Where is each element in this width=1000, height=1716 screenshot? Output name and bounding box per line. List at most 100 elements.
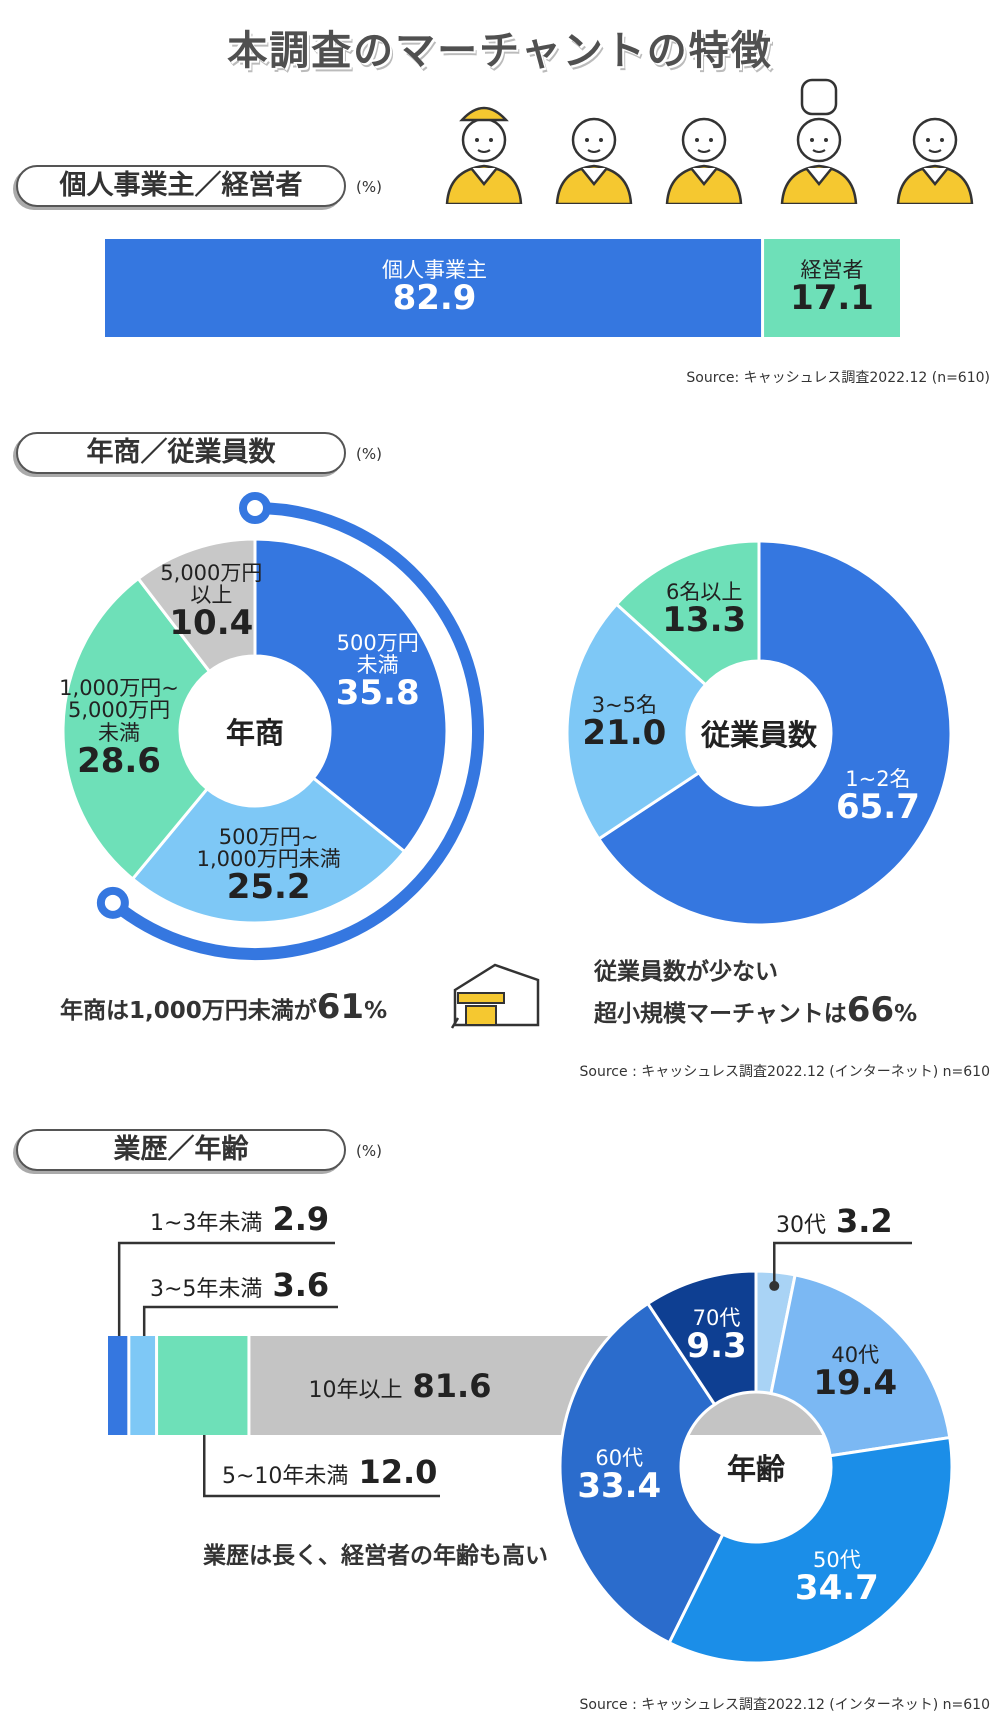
annotation: 年商は1,000万円未満が61%: [60, 985, 387, 1029]
category-label: 6名以上: [666, 579, 743, 604]
value-label: 19.4: [813, 1362, 898, 1403]
slice-label: 40代 19.4: [813, 1344, 897, 1402]
category-label: 1~2名: [845, 767, 911, 792]
category-label: 40代: [831, 1342, 880, 1367]
annotation: 業歴は長く、経営者の年齢も高い: [203, 1542, 548, 1572]
category-label: 10年以上: [308, 1378, 403, 1403]
donut-slice: [253, 537, 449, 854]
value-label: 33.4: [577, 1465, 662, 1506]
category-label: 500万円 未満: [336, 631, 419, 678]
unit-label: (%): [356, 178, 382, 196]
bar-segment: [105, 239, 762, 337]
donut-slice: [667, 1435, 954, 1665]
slice-label: 1~2名 65.7: [836, 768, 920, 826]
annotation-text: %: [364, 998, 388, 1024]
category-label: 1,000万円~ 5,000万円 未満: [59, 676, 179, 745]
category-label: 3~5年未満: [150, 1277, 263, 1302]
center-label: 年商: [225, 716, 285, 750]
value-label: 2.9: [272, 1200, 330, 1238]
category-label: 1~3年未満: [150, 1211, 263, 1236]
value-label: 17.1: [790, 278, 874, 319]
people-illustrations: [445, 78, 974, 204]
donut-slice: [558, 1301, 725, 1645]
annotation: 従業員数が少ない超小規模マーチャントは66%: [594, 958, 917, 1032]
slice-label: 500万円~ 1,000万円未満 25.2: [197, 826, 341, 906]
bar-segment: [130, 1336, 156, 1435]
category-label: 60代: [595, 1445, 644, 1470]
value-label: 10.4: [169, 603, 254, 644]
value-label: 35.8: [335, 673, 420, 714]
slice-label: 60代 33.4: [577, 1447, 661, 1505]
donut-slice: [61, 576, 212, 882]
annotation-text: 従業員数が少ない: [594, 959, 778, 985]
slice-label: 500万円 未満 35.8: [336, 632, 420, 712]
donut-slice: [565, 602, 708, 841]
source-note: Source: キャッシュレス調査2022.12 (n=610): [686, 370, 990, 386]
category-label: 3~5名: [591, 692, 658, 717]
arc-end: [239, 492, 271, 524]
segment-label: 5~10年未満 12.0: [222, 1453, 437, 1491]
donut-slice: [136, 537, 257, 674]
value-label: 82.9: [392, 278, 477, 319]
bar-segment: [764, 239, 900, 337]
annotation-text: 超小規模マーチャントは: [594, 1000, 847, 1027]
unit-label: (%): [356, 1142, 382, 1160]
category-label: 50代: [812, 1547, 861, 1572]
leader-line: [142, 1305, 338, 1336]
value-label: 25.2: [226, 867, 311, 908]
annotation-text: 年商は1,000万円未満が: [60, 998, 317, 1024]
category-label: 30代: [776, 1213, 826, 1238]
center-label: 従業員数: [700, 718, 818, 752]
donut-slice: [614, 539, 761, 687]
value-label: 3.2: [836, 1202, 893, 1240]
leader-line: [117, 1241, 335, 1336]
leader-line: [203, 1435, 440, 1498]
highlight-arc: [109, 502, 484, 960]
value-label: 3.6: [272, 1266, 330, 1304]
value-label: 81.6: [412, 1367, 492, 1405]
segment-label: 10年以上 81.6: [309, 1367, 492, 1405]
arc-end: [96, 886, 129, 919]
category-label: 70代: [692, 1305, 741, 1330]
leader-dot: [769, 1280, 780, 1291]
source-note: Source : キャッシュレス調査2022.12 (インターネット) n=61…: [579, 1064, 990, 1080]
donut-slice: [769, 1273, 952, 1458]
category-label: 500万円~ 1,000万円未満: [196, 825, 341, 872]
value-label: 9.3: [686, 1325, 747, 1366]
center-label: 年齢: [726, 1452, 786, 1486]
slice-label: 5,000万円 以上 10.4: [160, 562, 262, 642]
slice-label: 6名以上 13.3: [662, 581, 746, 639]
slice-label: 70代 9.3: [686, 1307, 746, 1365]
value-label: 21.0: [582, 713, 667, 754]
value-label: 34.7: [794, 1567, 879, 1608]
category-label: 5~10年未満: [222, 1464, 349, 1489]
donut-slice: [596, 539, 953, 927]
leader-line: [773, 1241, 912, 1286]
category-label: 経営者: [800, 258, 864, 283]
section-label: 個人事業主／経営者: [16, 165, 346, 207]
category-label: 5,000万円 以上: [160, 561, 263, 608]
unit-label: (%): [356, 445, 382, 463]
segment-label: 3~5年未満 3.6: [150, 1266, 329, 1304]
value-label: 13.3: [662, 599, 747, 640]
segment-label: 経営者 17.1: [790, 259, 874, 317]
donut-slice: [645, 1269, 758, 1407]
segment-label: 1~3年未満 2.9: [150, 1200, 329, 1238]
slice-label: 30代 3.2: [776, 1202, 893, 1240]
annotation-text: %: [894, 1000, 918, 1027]
category-label: 個人事業主: [382, 258, 488, 283]
annotation-text: 61: [316, 987, 365, 1027]
segment-label: 個人事業主 82.9: [382, 259, 487, 317]
value-label: 28.6: [77, 740, 161, 781]
section-label: 業歴／年齢: [16, 1129, 346, 1171]
annotation-text: 66: [846, 989, 895, 1030]
slice-label: 3~5名 21.0: [582, 694, 666, 752]
value-label: 12.0: [358, 1453, 438, 1491]
value-label: 65.7: [835, 787, 920, 828]
section-label: 年商／従業員数: [16, 432, 346, 474]
page-title: 本調査のマーチャントの特徴: [227, 28, 773, 74]
source-note: Source : キャッシュレス調査2022.12 (インターネット) n=61…: [579, 1697, 990, 1713]
annotation-text: 業歴は長く、経営者の年齢も高い: [203, 1543, 548, 1569]
